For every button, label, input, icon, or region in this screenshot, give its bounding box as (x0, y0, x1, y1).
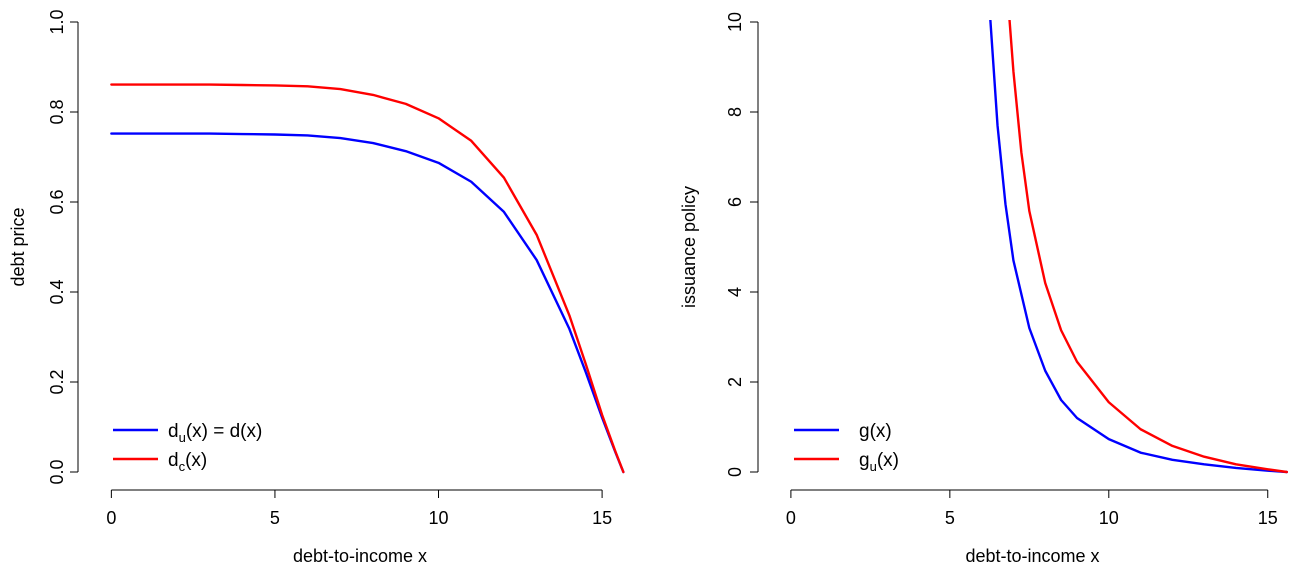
x-tick-label: 0 (106, 508, 116, 528)
x-tick-label: 10 (1099, 508, 1119, 528)
y-tick-label: 0.2 (47, 369, 67, 394)
y-tick-label: 0.0 (47, 459, 67, 484)
y-tick-label: 8 (725, 107, 745, 117)
series-line-1 (989, 20, 1289, 474)
y-tick-label: 0.4 (47, 279, 67, 304)
series-line-1 (110, 132, 625, 474)
series-line-2 (1008, 20, 1289, 474)
y-tick-label: 10 (725, 12, 745, 32)
y-tick-label: 2 (725, 377, 745, 387)
y-tick-label: 0 (725, 467, 745, 477)
x-tick-label: 15 (1258, 508, 1278, 528)
y-axis-title: issuance policy (679, 186, 699, 308)
x-tick-label: 0 (786, 508, 796, 528)
x-tick-label: 15 (592, 508, 612, 528)
x-tick-label: 10 (429, 508, 449, 528)
y-tick-label: 0.8 (47, 99, 67, 124)
legend-label-1: du(x) = d(x) (168, 421, 262, 445)
y-tick-label: 6 (725, 197, 745, 207)
legend: g(x) gu(x) (794, 421, 899, 474)
x-tick-label: 5 (945, 508, 955, 528)
y-tick-label: 1.0 (47, 9, 67, 34)
y-axis-title: debt price (8, 207, 28, 286)
legend-label-1: g(x) (859, 421, 892, 442)
x-axis-title: debt-to-income x (965, 546, 1099, 566)
legend: du(x) = d(x) dc(x) (113, 421, 262, 474)
x-tick-label: 5 (270, 508, 280, 528)
series-line-2 (110, 83, 625, 474)
legend-label-2: gu(x) (859, 450, 899, 474)
chart-panel-2: 0 5 10 15 debt-to-income x 0 2 4 6 8 10 issuance po… (679, 12, 1289, 566)
legend-label-2: dc(x) (168, 450, 207, 474)
chart-panel-1: 0 5 10 15 debt-to-income x 0.0 0.2 0.4 0.6 0.8 1.0… (8, 9, 625, 566)
y-tick-label: 0.6 (47, 189, 67, 214)
y-tick-label: 4 (725, 287, 745, 297)
x-axis-title: debt-to-income x (293, 546, 427, 566)
